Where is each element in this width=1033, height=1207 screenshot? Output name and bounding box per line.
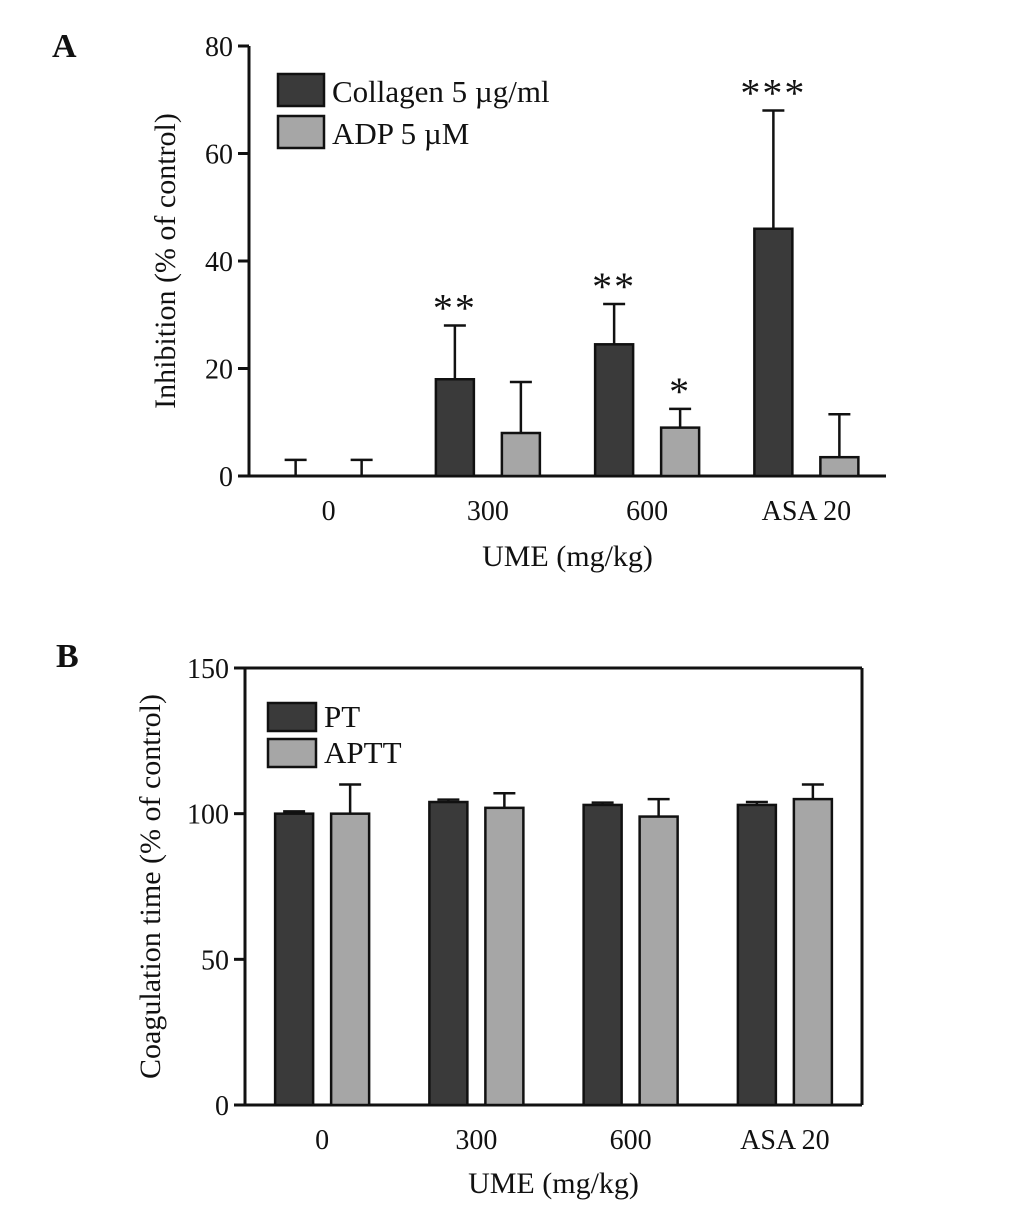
x-tick-label: 300 xyxy=(467,496,509,527)
panel-label-b: B xyxy=(56,638,79,675)
y-tick-label: 100 xyxy=(187,800,229,831)
y-tick-label: 60 xyxy=(205,140,233,171)
chart-b-svg: 0 50 100 150 Coagulation time (% of control)… xyxy=(134,654,864,1200)
y-tick-label: 80 xyxy=(205,32,233,63)
x-tick-label: 300 xyxy=(455,1125,497,1156)
bar xyxy=(434,378,476,478)
significance-marker: * xyxy=(669,369,691,414)
x-axis-label: UME (mg/kg) xyxy=(482,540,653,573)
bar xyxy=(659,426,701,478)
x-tick-label: 600 xyxy=(626,496,668,527)
legend-swatch xyxy=(266,737,318,769)
bar xyxy=(582,803,623,1107)
y-axis-label: Coagulation time (% of control) xyxy=(134,694,167,1079)
bar xyxy=(736,803,778,1107)
x-tick-label: 0 xyxy=(315,1125,329,1156)
bar xyxy=(484,806,525,1107)
bar xyxy=(500,431,542,478)
bar xyxy=(753,227,794,478)
y-tick-label: 40 xyxy=(205,247,233,278)
legend-swatch xyxy=(276,72,326,108)
legend-label: Collagen 5 µg/ml xyxy=(332,74,550,109)
y-axis-label: Inhibition (% of control) xyxy=(149,113,182,409)
bar xyxy=(638,815,679,1107)
legend-swatch xyxy=(276,114,326,150)
x-tick-label: 600 xyxy=(610,1125,652,1156)
x-tick-label: ASA 20 xyxy=(762,496,851,527)
bar xyxy=(792,797,834,1107)
panel-label-a: A xyxy=(52,28,77,65)
legend-label: PT xyxy=(324,699,360,734)
y-tick-label: 50 xyxy=(201,945,229,976)
x-tick-label: 0 xyxy=(322,496,336,527)
significance-marker: ** xyxy=(433,286,477,331)
x-tick-label: ASA 20 xyxy=(740,1125,829,1156)
bar xyxy=(273,812,315,1107)
legend-swatch xyxy=(266,701,318,733)
y-tick-label: 150 xyxy=(187,654,229,685)
significance-marker: ** xyxy=(592,264,636,309)
y-tick-label: 0 xyxy=(219,462,233,493)
y-tick-label: 20 xyxy=(205,355,233,386)
chart-panel-b: B 0 50 100 150 Coagulation time (% of contro… xyxy=(0,600,1033,1207)
bar xyxy=(428,800,469,1107)
y-tick-label: 0 xyxy=(215,1091,229,1122)
bar xyxy=(329,812,371,1107)
bar xyxy=(593,343,635,478)
legend-label: ADP 5 µM xyxy=(332,116,469,151)
x-axis-label: UME (mg/kg) xyxy=(468,1167,639,1200)
legend-label: APTT xyxy=(324,735,402,770)
chart-panel-a: A 0 20 40 60 80 Inhibition (% of control) 0 300… xyxy=(0,0,1033,600)
significance-marker: *** xyxy=(740,71,806,116)
bar xyxy=(819,455,860,478)
